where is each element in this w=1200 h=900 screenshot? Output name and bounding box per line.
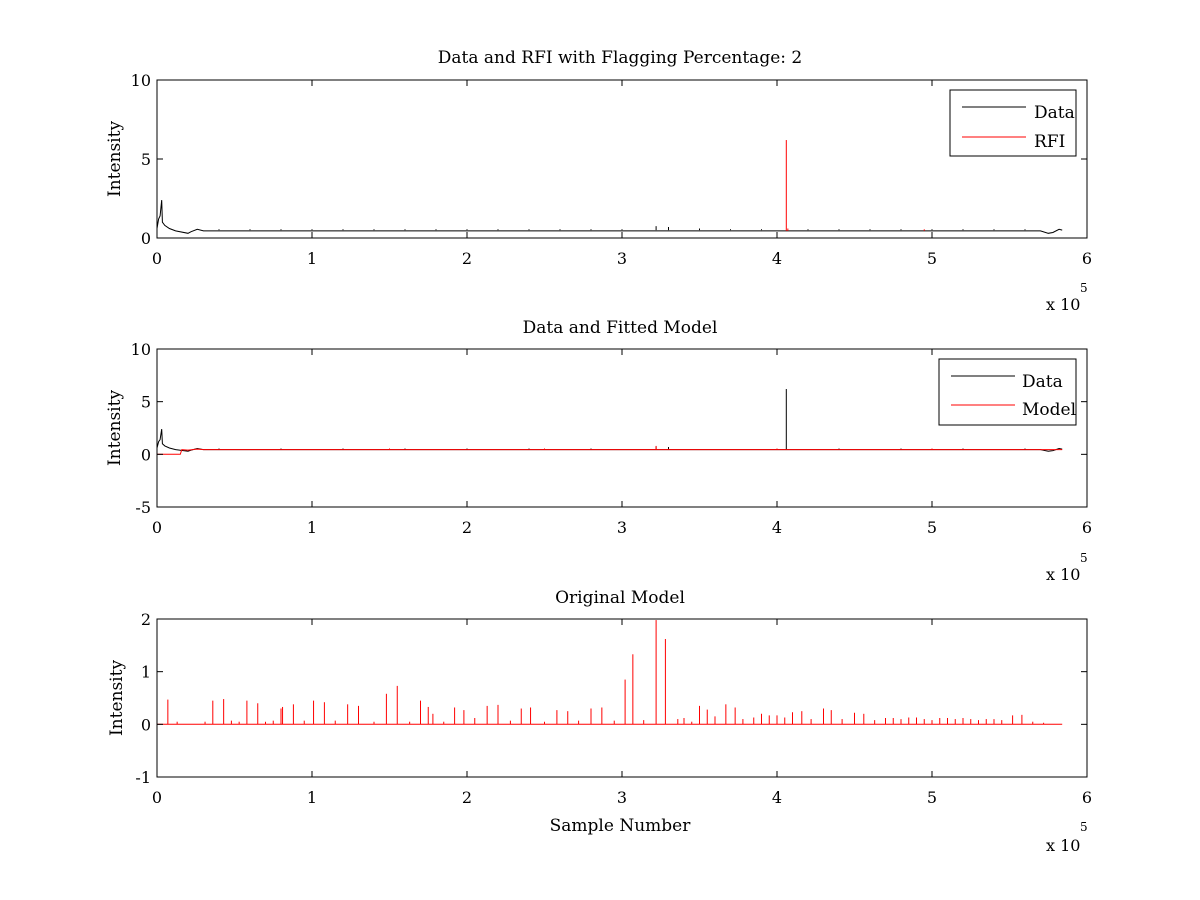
x-tick-label: 1 — [307, 249, 317, 268]
x-tick-label: 4 — [772, 249, 782, 268]
x-tick-label: 1 — [307, 518, 317, 537]
x-tick-label: 6 — [1082, 249, 1092, 268]
x-multiplier-exponent: 5 — [1080, 281, 1088, 295]
x-tick-label: 2 — [462, 518, 472, 537]
x-tick-label: 2 — [462, 249, 472, 268]
legend[interactable]: Data Model — [938, 358, 1077, 426]
y-tick-label: 2 — [141, 610, 151, 629]
y-tick-label: 0 — [141, 229, 151, 248]
y-axis-label: Intensity — [107, 660, 127, 736]
y-tick-label: -5 — [135, 498, 151, 517]
x-tick-label: 5 — [927, 788, 937, 807]
y-tick-label: 5 — [141, 393, 151, 412]
y-tick-label: 5 — [141, 150, 151, 169]
subplot-rfi: Data and RFI with Flagging Percentage: 2… — [105, 48, 1092, 314]
y-axis-label: Intensity — [105, 121, 125, 197]
series-line-data — [156, 200, 1063, 234]
legend-label-rfi: RFI — [1034, 132, 1065, 152]
series-layer — [156, 389, 1063, 455]
x-tick-label: 3 — [617, 518, 627, 537]
x-tick-label: 6 — [1082, 518, 1092, 537]
series-layer — [156, 140, 1063, 234]
x-axis-label: Sample Number — [550, 816, 692, 836]
y-axis-label: Intensity — [105, 390, 125, 466]
x-tick-label: 0 — [152, 518, 162, 537]
y-tick-label: 0 — [141, 445, 151, 464]
subplot-title: Data and RFI with Flagging Percentage: 2 — [438, 48, 802, 68]
x-tick-label: 6 — [1082, 788, 1092, 807]
y-tick-label: 0 — [141, 715, 151, 734]
x-tick-label: 3 — [617, 788, 627, 807]
x-tick-label: 5 — [927, 249, 937, 268]
series-line-model — [157, 448, 1063, 455]
x-tick-label: 3 — [617, 249, 627, 268]
subplot-title: Data and Fitted Model — [523, 318, 718, 338]
ticks-layer: 0 1 2 3 4 5 6 0 5 10 — [131, 71, 1092, 268]
x-multiplier-exponent: 5 — [1080, 820, 1088, 834]
legend-label-model: Model — [1022, 400, 1076, 420]
x-tick-label: 0 — [152, 788, 162, 807]
series-layer — [157, 620, 1063, 725]
x-tick-label: 4 — [772, 518, 782, 537]
legend[interactable]: Data RFI — [949, 89, 1077, 157]
x-tick-label: 4 — [772, 788, 782, 807]
x-tick-label: 2 — [462, 788, 472, 807]
x-tick-label: 0 — [152, 249, 162, 268]
legend-label-data: Data — [1022, 372, 1063, 392]
y-tick-label: 10 — [131, 340, 151, 359]
x-tick-label: 1 — [307, 788, 317, 807]
legend-label-data: Data — [1034, 103, 1075, 123]
legend-box — [949, 89, 1077, 157]
x-multiplier: x 10 — [1046, 565, 1080, 584]
y-tick-label: 10 — [131, 71, 151, 90]
x-multiplier-exponent: 5 — [1080, 551, 1088, 565]
x-multiplier: x 10 — [1046, 836, 1080, 855]
legend-box — [938, 358, 1077, 426]
subplot-title: Original Model — [555, 588, 685, 608]
y-tick-label: 1 — [141, 663, 151, 682]
y-tick-label: -1 — [135, 768, 151, 787]
x-multiplier: x 10 — [1046, 295, 1080, 314]
x-tick-label: 5 — [927, 518, 937, 537]
